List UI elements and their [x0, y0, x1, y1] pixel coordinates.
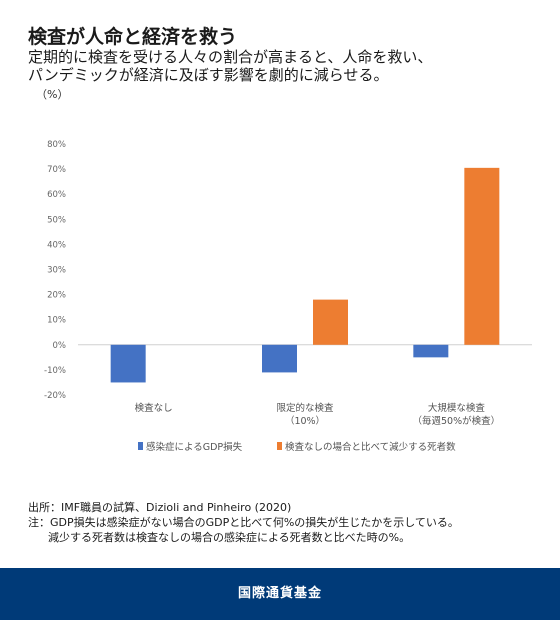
- chart-subtitle: 定期的に検査を受ける人々の割合が高まると、人命を救い、 パンデミックが経済に及ぼ…: [28, 48, 548, 84]
- y-tick-label: 20%: [47, 291, 66, 301]
- legend-label: 検査なしの場合と比べて減少する死者数: [285, 441, 456, 453]
- y-axis-unit: （%）: [36, 88, 69, 101]
- subtitle-line-2: パンデミックが経済に及ぼす影響を劇的に減らせる。: [28, 66, 389, 84]
- footnotes: 出所：IMF職員の試算、Dizioli and Pinheiro (2020) …: [28, 500, 548, 545]
- bar-gdp-loss: [110, 344, 146, 383]
- y-tick-label: 40%: [47, 240, 66, 250]
- bar-deaths-reduced: [313, 299, 348, 345]
- category-label: （10%）: [285, 415, 325, 427]
- note-line-2: 減少する死者数は検査なしの場合の感染症による死者数と比べた時の%。: [48, 531, 411, 544]
- note-line-1: 注：GDP損失は感染症がない場合のGDPと比べて何%の損失が生じたかを示している…: [28, 516, 459, 529]
- category-label: 大規模な検査: [428, 402, 486, 414]
- subtitle-line-1: 定期的に検査を受ける人々の割合が高まると、人命を救い、: [28, 48, 433, 66]
- source-note: 出所：IMF職員の試算、Dizioli and Pinheiro (2020): [28, 501, 292, 514]
- bar-gdp-loss: [413, 344, 449, 358]
- legend-label: 感染症によるGDP損失: [146, 441, 243, 453]
- y-tick-label: -20%: [44, 391, 66, 401]
- y-tick-label: 70%: [47, 165, 66, 175]
- y-tick-label: 10%: [47, 316, 66, 326]
- category-label: 限定的な検査: [276, 402, 334, 414]
- footer-banner: 国際通貨基金: [0, 568, 560, 620]
- y-tick-label: 50%: [47, 215, 66, 225]
- y-tick-label: -10%: [44, 366, 66, 376]
- bar-gdp-loss: [262, 344, 297, 373]
- bar-chart: 80% 70% 60% 50% 40% 30% 20% 10% 0% -10% -20% 検査なし 限定…: [44, 140, 532, 453]
- y-tick-label: 0%: [53, 341, 67, 351]
- legend-swatch: [277, 442, 282, 450]
- footer-label: 国際通貨基金: [237, 586, 322, 601]
- chart-title: 検査が人命と経済を救う: [28, 26, 238, 48]
- legend-swatch: [138, 442, 143, 450]
- category-label: 検査なし: [135, 402, 173, 414]
- bar-deaths-reduced: [464, 167, 500, 345]
- y-tick-label: 80%: [47, 140, 66, 150]
- y-tick-label: 30%: [47, 266, 66, 276]
- category-label: （毎週50%が検査）: [413, 415, 501, 427]
- y-tick-label: 60%: [47, 190, 66, 200]
